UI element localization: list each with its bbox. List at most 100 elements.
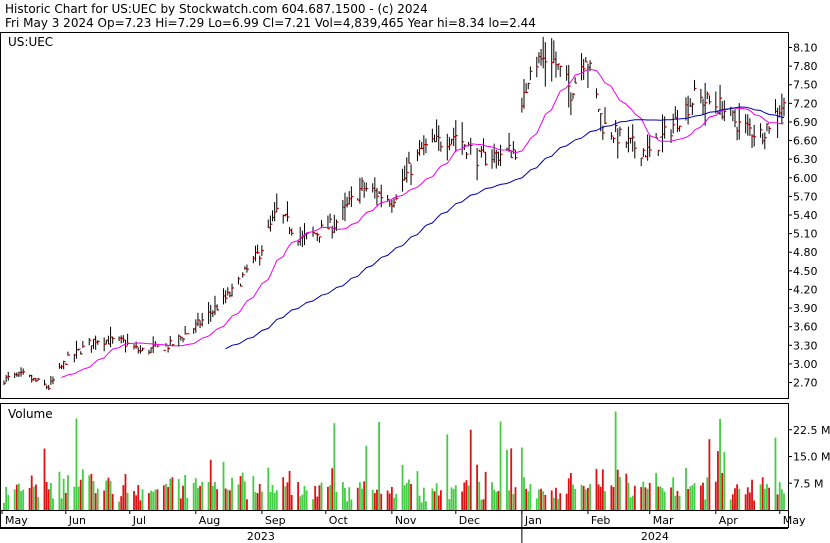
volume-bar: [514, 487, 517, 510]
month-label: Nov: [395, 514, 417, 527]
volume-bar: [542, 491, 545, 510]
volume-tick-label: 7.5 M: [793, 477, 823, 490]
volume-bar: [465, 480, 468, 510]
volume-bar: [589, 484, 591, 510]
volume-tick-label: 15.0 M: [793, 451, 830, 464]
volume-bar: [214, 481, 216, 510]
month-label: Mar: [653, 514, 674, 527]
month-label: Sep: [265, 514, 286, 527]
volume-bar: [75, 418, 78, 510]
volume-bar: [96, 488, 99, 510]
volume-bar: [137, 485, 140, 510]
volume-bar: [484, 471, 487, 510]
volume-bar: [271, 485, 274, 510]
volume-bar: [335, 491, 338, 510]
volume-bar: [299, 496, 302, 510]
volume-bar: [359, 482, 361, 510]
volume-bar: [599, 486, 602, 510]
volume-bar: [363, 481, 366, 510]
volume-bar: [341, 482, 344, 510]
price-tick-label: 4.80: [793, 246, 818, 259]
volume-bar: [237, 484, 240, 510]
month-label: Oct: [329, 514, 349, 527]
volume-bar: [719, 418, 721, 510]
volume-bar: [252, 476, 255, 510]
volume-bar: [111, 493, 114, 510]
month-label: May: [783, 514, 806, 527]
volume-bar: [550, 490, 553, 510]
price-tick-label: 2.70: [793, 376, 818, 389]
volume-bar: [275, 490, 278, 510]
volume-bar: [661, 488, 664, 510]
volume-bar: [439, 490, 442, 510]
volume-bar: [81, 469, 84, 510]
volume-bar: [94, 493, 97, 510]
volume-bar: [201, 481, 204, 510]
volume-bar: [408, 479, 410, 510]
volume-bar: [305, 490, 308, 510]
volume-bar: [331, 468, 334, 510]
volume-bar: [169, 478, 172, 510]
volume-bar: [346, 501, 349, 510]
volume-bar: [282, 477, 285, 510]
volume-bar: [706, 477, 709, 510]
volume-bar: [376, 489, 378, 510]
volume-bar: [629, 497, 632, 510]
volume-bar: [731, 494, 734, 510]
month-label: Feb: [591, 514, 610, 527]
volume-bar: [746, 487, 749, 510]
volume-bar: [633, 485, 636, 510]
volume-bar: [64, 492, 67, 510]
volume-bar: [687, 489, 689, 510]
volume-bar: [226, 489, 229, 510]
volume-bar: [28, 487, 31, 510]
volume-bar: [356, 487, 359, 510]
volume-bar: [691, 485, 694, 510]
volume-bar: [43, 448, 46, 510]
volume-bar: [284, 486, 287, 510]
volume-bar: [403, 485, 406, 510]
volume-bar: [425, 501, 427, 510]
volume-bar: [348, 487, 351, 510]
volume-bar: [290, 494, 293, 510]
volume-bar: [301, 494, 304, 510]
volume-bar: [303, 485, 306, 510]
volume-bar: [420, 502, 423, 510]
volume-bar: [52, 498, 54, 510]
volume-bar: [318, 485, 321, 510]
volume-bar: [35, 484, 37, 510]
volume-bar: [723, 452, 726, 510]
volume-bar: [344, 487, 346, 510]
volume-bar: [446, 434, 449, 510]
month-label: Jan: [524, 514, 542, 527]
volume-bar: [619, 476, 621, 510]
volume-bar: [79, 479, 82, 510]
volume-bar: [122, 485, 125, 510]
volume-bar: [241, 472, 244, 510]
price-tick-label: 3.60: [793, 321, 818, 334]
volume-panel-label: Volume: [8, 407, 53, 421]
price-tick-label: 6.00: [793, 172, 818, 185]
volume-bar: [482, 499, 485, 510]
volume-bar: [478, 481, 481, 510]
volume-bar: [527, 491, 530, 510]
volume-bar: [431, 488, 434, 510]
date-axis-frame: [0, 510, 789, 528]
volume-bar: [378, 421, 380, 510]
volume-bar: [312, 499, 314, 510]
volume-bar: [774, 437, 777, 510]
volume-bar: [437, 495, 440, 510]
price-tick-label: 6.60: [793, 135, 818, 148]
volume-bar: [497, 490, 500, 510]
volume-tick-label: 22.5 M: [793, 424, 830, 437]
volume-bar: [288, 470, 291, 510]
volume-bar: [320, 482, 323, 510]
volume-bar: [572, 484, 574, 510]
volume-bar: [614, 411, 617, 510]
volume-bar: [103, 490, 106, 510]
volume-bar: [395, 494, 398, 510]
volume-bar: [88, 475, 91, 510]
volume-bar: [150, 490, 152, 510]
volume-bar: [135, 495, 138, 510]
volume-bar: [211, 485, 214, 510]
